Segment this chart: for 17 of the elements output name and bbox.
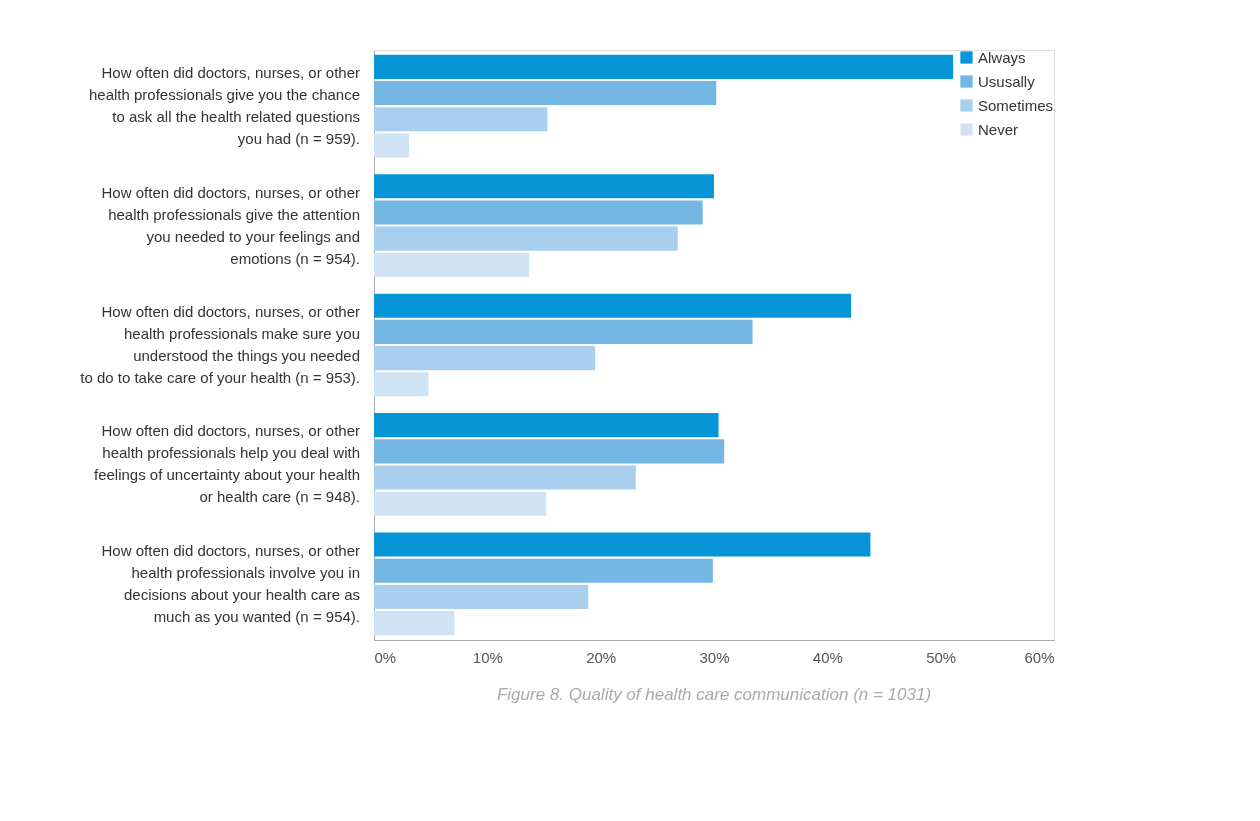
legend-label: Never (978, 120, 1019, 138)
y-tick-label: How often did doctors, nurses, or other health professionals help you deal with feelings of uncertainty about your health or health care (n = 948). (93, 422, 360, 506)
x-tick-label: 10% (472, 648, 503, 666)
x-tick-label: 20% (586, 648, 617, 666)
legend-label: Sometimes (978, 96, 1054, 114)
x-tick-label: 40% (812, 648, 843, 666)
legend-label: Ususally (978, 72, 1036, 90)
caption: Figure 8. Quality of health care communication (n = 1031) (496, 685, 932, 704)
y-tick-label: How often did doctors, nurses, or other health professionals involve you in decisions about your health care as much as you wanted (n = 954). (101, 541, 360, 625)
x-tick-label: 0% (374, 648, 397, 666)
legend-label: Always (978, 48, 1026, 66)
y-tick-label: How often did doctors, nurses, or other health professionals give the attention you needed to your feelings and emotions (n = 954). (101, 183, 360, 267)
x-tick-label: 50% (926, 648, 957, 666)
y-tick-label: How often did doctors, nurses, or other health professionals make sure you understood the things you needed to do to take care of your health (n = 953). (80, 303, 360, 386)
y-tick-label: How often did doctors, nurses, or other health professionals give you the chance to ask all the health related questions you had (n = 959). (88, 64, 360, 148)
x-tick-label: 60% (1024, 648, 1055, 666)
x-tick-label: 30% (699, 648, 730, 666)
